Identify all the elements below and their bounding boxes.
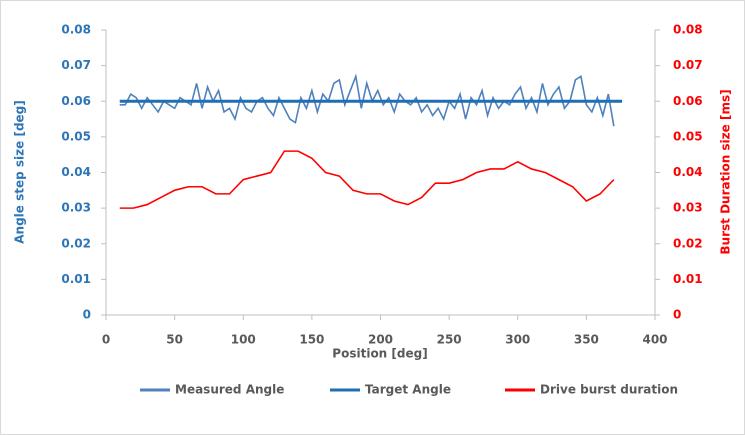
y2-tick-label: 0 bbox=[673, 308, 681, 322]
y2-axis-label: Burst Duration size [ms] bbox=[719, 89, 733, 254]
x-tick-label: 400 bbox=[642, 333, 667, 347]
y2-tick-label: 0.07 bbox=[673, 58, 703, 72]
y-tick-label: 0.03 bbox=[61, 201, 91, 215]
y-tick-label: 0.05 bbox=[61, 129, 91, 143]
x-tick-label: 250 bbox=[437, 333, 462, 347]
y-tick-label: 0.04 bbox=[61, 165, 91, 179]
y2-tick-label: 0.05 bbox=[673, 129, 703, 143]
y-tick-label: 0.01 bbox=[61, 272, 91, 286]
y-tick-label: 0.06 bbox=[61, 94, 91, 108]
y2-tick-label: 0.06 bbox=[673, 94, 703, 108]
x-tick-label: 50 bbox=[166, 333, 183, 347]
legend-label: Drive burst duration bbox=[540, 383, 678, 397]
x-tick-label: 350 bbox=[574, 333, 599, 347]
series-line bbox=[119, 73, 615, 127]
x-tick-label: 300 bbox=[505, 333, 530, 347]
x-tick-label: 200 bbox=[368, 333, 393, 347]
x-tick-label: 150 bbox=[299, 333, 324, 347]
y-axis-label: Angle step size [deg] bbox=[13, 100, 27, 243]
x-tick-label: 0 bbox=[102, 333, 110, 347]
y2-tick-label: 0.02 bbox=[673, 236, 703, 250]
x-tick-label: 100 bbox=[231, 333, 256, 347]
legend-label: Target Angle bbox=[365, 383, 451, 397]
legend-label: Measured Angle bbox=[175, 383, 284, 397]
y-tick-label: 0.02 bbox=[61, 236, 91, 250]
series-line bbox=[119, 150, 615, 209]
x-axis-label: Position [deg] bbox=[332, 347, 427, 361]
y2-tick-label: 0.01 bbox=[673, 272, 703, 286]
y2-tick-label: 0.04 bbox=[673, 165, 703, 179]
y2-tick-label: 0.03 bbox=[673, 201, 703, 215]
y-tick-label: 0.07 bbox=[61, 58, 91, 72]
y-tick-label: 0.08 bbox=[61, 23, 91, 37]
y2-tick-label: 0.08 bbox=[673, 23, 703, 37]
y-tick-label: 0 bbox=[83, 308, 91, 322]
